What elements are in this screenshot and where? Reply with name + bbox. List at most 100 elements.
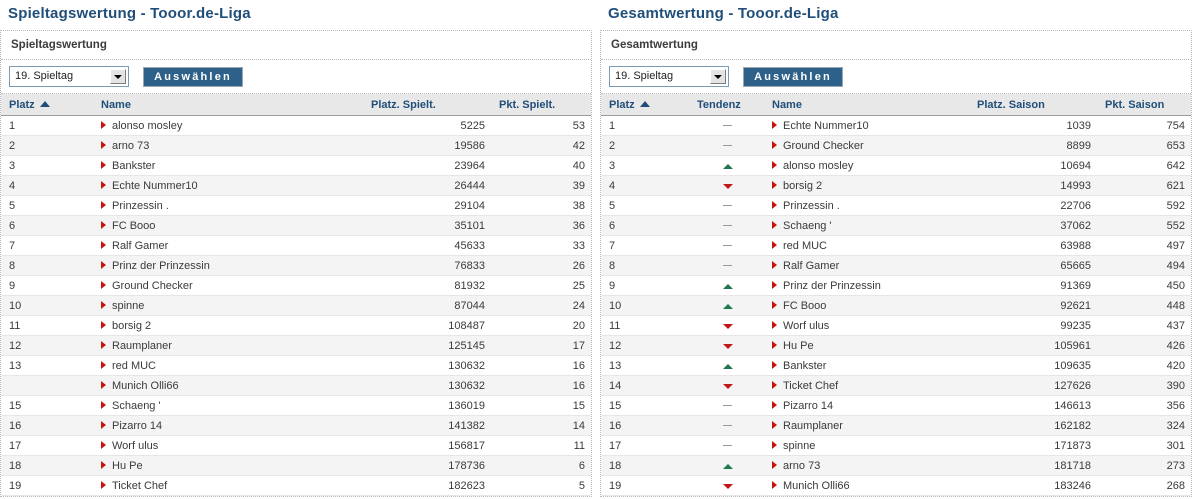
cell-trend (689, 155, 764, 176)
cell-name[interactable]: FC Booo (93, 215, 363, 236)
column-header-name-right[interactable]: Name (764, 94, 969, 116)
column-header-placement-left[interactable]: Platz. Spielt. (363, 94, 491, 116)
bullet-arrow-icon (772, 401, 777, 409)
cell-name[interactable]: Raumplaner (93, 335, 363, 356)
cell-name[interactable]: spinne (93, 295, 363, 316)
cell-name[interactable]: Worf ulus (93, 435, 363, 456)
box-spieltagswertung: Spieltagswertung 19. Spieltag Auswählen … (0, 30, 592, 497)
player-name: arno 73 (112, 140, 150, 152)
chevron-down-icon[interactable] (710, 69, 726, 84)
cell-trend (689, 435, 764, 456)
cell-rank: 11 (1, 315, 93, 336)
trend-up-icon (722, 464, 733, 469)
column-header-name-left[interactable]: Name (93, 94, 363, 116)
table-row: 13 Bankster 109635 420 (601, 355, 1191, 376)
chevron-down-icon[interactable] (110, 69, 126, 84)
box-heading-left: Spieltagswertung (1, 31, 591, 60)
matchday-select-left[interactable]: 19. Spieltag (9, 66, 129, 87)
cell-name[interactable]: arno 73 (764, 455, 969, 476)
cell-name[interactable]: Ticket Chef (93, 475, 363, 496)
cell-name[interactable]: Pizarro 14 (764, 395, 969, 416)
cell-name[interactable]: Ralf Gamer (764, 255, 969, 276)
cell-placement: 1039 (969, 115, 1097, 136)
cell-trend (689, 355, 764, 376)
table-row: 7 red MUC 63988 497 (601, 235, 1191, 256)
cell-points: 592 (1097, 195, 1191, 216)
cell-name[interactable]: red MUC (93, 355, 363, 376)
cell-name[interactable]: Prinzessin . (764, 195, 969, 216)
cell-name[interactable]: Prinz der Prinzessin (764, 275, 969, 296)
cell-name[interactable]: alonso mosley (764, 155, 969, 176)
cell-placement: 162182 (969, 415, 1097, 436)
cell-rank: 15 (1, 395, 93, 416)
player-name: Raumplaner (112, 340, 172, 352)
cell-name[interactable]: Echte Nummer10 (93, 175, 363, 196)
cell-name[interactable]: red MUC (764, 235, 969, 256)
cell-placement: 91369 (969, 275, 1097, 296)
cell-name[interactable]: FC Booo (764, 295, 969, 316)
cell-trend (689, 395, 764, 416)
cell-name[interactable]: spinne (764, 435, 969, 456)
trend-flat-icon (723, 145, 732, 146)
cell-placement: 146613 (969, 395, 1097, 416)
cell-name[interactable]: Hu Pe (93, 455, 363, 476)
cell-name[interactable]: Pizarro 14 (93, 415, 363, 436)
cell-points: 494 (1097, 255, 1191, 276)
cell-trend (689, 135, 764, 156)
cell-placement: 14993 (969, 175, 1097, 196)
cell-trend (689, 375, 764, 396)
cell-placement: 182623 (363, 475, 491, 496)
cell-trend (689, 455, 764, 476)
table-row: 8 Prinz der Prinzessin 76833 26 (1, 255, 591, 276)
cell-name[interactable]: borsig 2 (93, 315, 363, 336)
cell-name[interactable]: Worf ulus (764, 315, 969, 336)
cell-rank: 17 (1, 435, 93, 456)
cell-trend (689, 275, 764, 296)
controls-right: 19. Spieltag Auswählen (601, 60, 1191, 94)
cell-name[interactable]: Prinzessin . (93, 195, 363, 216)
cell-name[interactable]: Echte Nummer10 (764, 115, 969, 136)
column-header-placement-right[interactable]: Platz. Saison (969, 94, 1097, 116)
cell-name[interactable]: Ticket Chef (764, 375, 969, 396)
cell-name[interactable]: Munich Olli66 (764, 475, 969, 496)
ranking-table-right: Platz Tendenz Name Platz. Saison Pkt. Sa… (601, 94, 1191, 496)
bullet-arrow-icon (772, 221, 777, 229)
submit-button-left[interactable]: Auswählen (143, 66, 243, 87)
page-title-right: Gesamtwertung - Tooor.de-Liga (608, 5, 839, 22)
cell-name[interactable]: Hu Pe (764, 335, 969, 356)
column-header-points-left[interactable]: Pkt. Spielt. (491, 94, 591, 116)
cell-name[interactable]: Ralf Gamer (93, 235, 363, 256)
matchday-select-right[interactable]: 19. Spieltag (609, 66, 729, 87)
cell-name[interactable]: Munich Olli66 (93, 375, 363, 396)
cell-name[interactable]: Ground Checker (764, 135, 969, 156)
cell-placement: 8899 (969, 135, 1097, 156)
cell-placement: 26444 (363, 175, 491, 196)
bullet-arrow-icon (101, 121, 106, 129)
cell-name[interactable]: Schaeng ' (93, 395, 363, 416)
column-header-points-right[interactable]: Pkt. Saison (1097, 94, 1191, 116)
table-row: 11 borsig 2 108487 20 (1, 315, 591, 336)
cell-name[interactable]: alonso mosley (93, 115, 363, 136)
bullet-arrow-icon (101, 161, 106, 169)
cell-rank: 13 (1, 355, 93, 376)
cell-name[interactable]: borsig 2 (764, 175, 969, 196)
cell-name[interactable]: arno 73 (93, 135, 363, 156)
column-header-rank-left[interactable]: Platz (1, 94, 93, 116)
cell-name[interactable]: Bankster (764, 355, 969, 376)
cell-name[interactable]: Ground Checker (93, 275, 363, 296)
trend-flat-icon (723, 265, 732, 266)
cell-name[interactable]: Bankster (93, 155, 363, 176)
bullet-arrow-icon (772, 121, 777, 129)
cell-rank: 19 (601, 475, 689, 496)
cell-points: 40 (491, 155, 591, 176)
bullet-arrow-icon (101, 141, 106, 149)
table-row: 18 arno 73 181718 273 (601, 455, 1191, 476)
player-name: Prinzessin . (783, 200, 840, 212)
column-header-rank-right[interactable]: Platz (601, 94, 689, 116)
cell-name[interactable]: Prinz der Prinzessin (93, 255, 363, 276)
column-header-trend-right[interactable]: Tendenz (689, 94, 764, 116)
cell-name[interactable]: Schaeng ' (764, 215, 969, 236)
submit-button-right[interactable]: Auswählen (743, 66, 843, 87)
bullet-arrow-icon (772, 141, 777, 149)
cell-name[interactable]: Raumplaner (764, 415, 969, 436)
